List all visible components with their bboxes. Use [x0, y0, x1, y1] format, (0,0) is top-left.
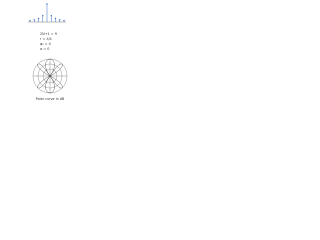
polar-plot — [32, 58, 68, 94]
parameter: φ₀ = 0 — [40, 42, 51, 46]
caption: Polar curve in dB — [36, 97, 65, 101]
stem-head — [37, 17, 40, 20]
polar-lobe — [49, 63, 63, 77]
stem-head — [42, 15, 44, 17]
parameter: α = 0 — [40, 47, 49, 51]
stem-head — [46, 3, 48, 5]
stem-head — [54, 17, 57, 20]
stem-head — [33, 19, 35, 21]
polar-lobe — [49, 75, 63, 89]
figure: Polar curve in dB 2N+1 = 9r = λ/4φ₀ = 0α… — [0, 0, 100, 104]
stem-head — [29, 19, 31, 22]
parameter: r = λ/4 — [40, 37, 52, 41]
polar-lobe — [37, 75, 51, 89]
parameter: 2N+1 = 9 — [40, 32, 57, 36]
polar-lobe — [37, 63, 51, 77]
polar-lobe — [45, 75, 55, 94]
polar-lobe — [45, 58, 55, 77]
stem-head — [50, 15, 52, 17]
stem-head — [63, 19, 65, 22]
stem-head — [59, 19, 61, 21]
